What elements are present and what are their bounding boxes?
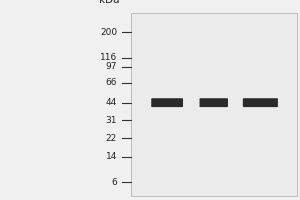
Text: 200: 200 <box>100 28 117 37</box>
Text: 97: 97 <box>106 62 117 71</box>
Text: 116: 116 <box>100 53 117 62</box>
Text: 66: 66 <box>106 78 117 87</box>
Text: 44: 44 <box>106 98 117 107</box>
Text: kDa: kDa <box>100 0 120 5</box>
FancyBboxPatch shape <box>200 98 228 107</box>
FancyBboxPatch shape <box>243 98 278 107</box>
FancyBboxPatch shape <box>151 98 183 107</box>
Text: 31: 31 <box>106 116 117 125</box>
Bar <box>130 13 297 196</box>
Text: 14: 14 <box>106 152 117 161</box>
Text: 22: 22 <box>106 134 117 143</box>
Text: 6: 6 <box>111 178 117 187</box>
